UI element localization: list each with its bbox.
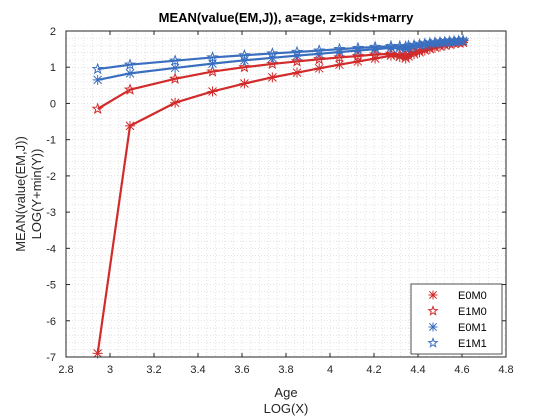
- x-tick-label: 3.6: [234, 364, 249, 376]
- data-point: [407, 38, 421, 51]
- data-point: [125, 68, 136, 79]
- data-point: [206, 51, 219, 63]
- x-tick-label: 3.8: [278, 364, 293, 376]
- legend-label: E1M0: [458, 306, 487, 318]
- legend-marker: [427, 337, 439, 348]
- y-tick-label: -3: [46, 207, 56, 219]
- data-point: [170, 62, 181, 73]
- data-point: [207, 86, 218, 97]
- data-point: [238, 48, 251, 61]
- legend-item: E1M1: [427, 337, 487, 350]
- y-tick-label: 1: [50, 62, 56, 74]
- marker-stroke: [170, 63, 180, 73]
- data-point: [238, 60, 251, 73]
- legend-label: E0M0: [458, 290, 487, 302]
- y-tick-label: 0: [50, 98, 56, 110]
- marker-stroke: [429, 323, 437, 331]
- series-e1m1: [91, 33, 470, 75]
- data-point: [92, 348, 103, 359]
- y-axis-sublabel: LOG(Y+min(Y)): [29, 149, 44, 240]
- y-tick-label: 2: [50, 26, 56, 38]
- x-axis-label: Age: [274, 385, 297, 400]
- x-tick-label: 4.4: [410, 364, 425, 376]
- data-point: [452, 34, 465, 46]
- data-point: [266, 57, 279, 70]
- x-tick-label: 2.8: [58, 364, 73, 376]
- marker-stroke: [335, 60, 344, 70]
- marker-stroke: [125, 121, 135, 131]
- marker-stroke: [429, 291, 437, 299]
- data-point: [91, 102, 104, 115]
- data-point: [239, 78, 250, 89]
- x-tick-label: 4: [327, 364, 333, 376]
- y-tick-label: -4: [46, 243, 56, 255]
- data-point: [290, 45, 304, 58]
- y-tick-label: -2: [46, 171, 56, 183]
- data-point: [266, 47, 279, 59]
- data-point: [393, 48, 406, 61]
- x-tick-label: 3: [107, 364, 113, 376]
- x-tick-label: 4.8: [498, 364, 513, 376]
- legend-marker: [428, 290, 438, 300]
- x-tick-label: 4.2: [366, 364, 381, 376]
- marker-stroke: [292, 68, 302, 78]
- data-point: [333, 42, 346, 55]
- legend-label: E1M1: [458, 338, 487, 350]
- ticks: 2.8 3 3.2 3.4 3.6 3.8 4 4.2 4.4 4.6 4.8 2 1 0 -1 -2 -3 -4…: [46, 26, 513, 376]
- marker-stroke: [314, 63, 324, 73]
- marker-stroke: [268, 73, 277, 82]
- data-point: [123, 58, 137, 70]
- data-point: [413, 37, 426, 50]
- data-point: [456, 33, 470, 46]
- marker-stroke: [208, 87, 217, 96]
- data-point: [292, 67, 302, 78]
- legend-marker: [427, 305, 439, 316]
- data-point: [368, 40, 382, 53]
- marker-stroke: [240, 79, 249, 88]
- x-axis-sublabel: LOG(X): [264, 401, 309, 416]
- legend-item: E1M0: [427, 305, 487, 318]
- legend-marker: [428, 322, 438, 332]
- data-point: [402, 39, 415, 52]
- data-point: [169, 72, 182, 85]
- data-point: [314, 63, 325, 74]
- legend-item: E0M0: [428, 290, 487, 302]
- chart-title: MEAN(value(EM,J)), a=age, z=kids+marry: [159, 10, 414, 25]
- legend-item: E0M1: [428, 322, 487, 334]
- data-point: [267, 72, 278, 83]
- x-tick-label: 4.6: [454, 364, 469, 376]
- data-point: [169, 54, 182, 66]
- data-point: [418, 37, 431, 49]
- data-point: [92, 74, 103, 85]
- y-tick-label: -7: [46, 352, 56, 364]
- marker-stroke: [170, 98, 180, 108]
- data-point: [313, 44, 326, 56]
- series-group: [91, 33, 470, 359]
- marker-stroke: [93, 349, 103, 358]
- legend-box: [410, 283, 503, 355]
- legend-label: E0M1: [458, 322, 487, 334]
- data-point: [206, 65, 219, 77]
- legend: E0M0 E1M0 E0M1 E1M1: [410, 283, 503, 355]
- y-tick-label: -1: [46, 135, 56, 147]
- x-tick-label: 3.4: [190, 364, 205, 376]
- marker-stroke: [125, 69, 135, 78]
- y-tick-label: -5: [46, 280, 56, 292]
- data-point: [334, 59, 345, 70]
- data-point: [351, 41, 365, 54]
- data-point: [91, 62, 104, 75]
- marker-stroke: [93, 75, 103, 85]
- x-tick-label: 3.2: [146, 364, 161, 376]
- y-tick-label: -6: [46, 316, 56, 328]
- data-point: [125, 120, 136, 131]
- marker-stroke: [292, 51, 302, 60]
- data-point: [123, 83, 137, 95]
- y-axis-label: MEAN(value(EM,J)): [13, 136, 28, 252]
- data-point: [170, 97, 181, 108]
